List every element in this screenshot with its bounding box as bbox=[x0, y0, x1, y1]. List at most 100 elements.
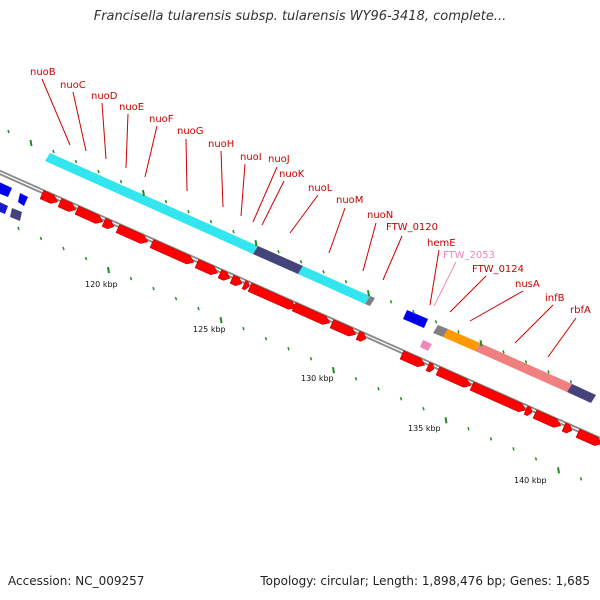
tick-mark bbox=[512, 447, 515, 451]
tick-mark bbox=[197, 306, 200, 311]
tick-mark bbox=[534, 457, 538, 461]
tick-mark bbox=[377, 387, 380, 391]
tick-mark bbox=[399, 397, 403, 401]
tick-mark bbox=[557, 467, 560, 474]
tick-mark bbox=[254, 240, 258, 247]
tick-mark bbox=[84, 256, 88, 261]
cds-arrow bbox=[217, 269, 231, 281]
gene-label: nuoI bbox=[240, 152, 262, 163]
cds-arrow bbox=[241, 280, 250, 291]
gene-label: nuoG bbox=[177, 126, 204, 137]
cds-arrow bbox=[561, 422, 573, 434]
leader-line bbox=[125, 113, 129, 169]
cds-arrow bbox=[247, 282, 297, 310]
leader-line bbox=[469, 290, 524, 322]
tick-mark bbox=[39, 236, 43, 241]
cds-arrow bbox=[523, 405, 533, 416]
cds-arrow bbox=[575, 428, 600, 446]
leader-line bbox=[41, 78, 71, 146]
cog-band bbox=[45, 153, 596, 403]
blue-gene-arrow bbox=[0, 202, 8, 214]
tick-mark bbox=[7, 129, 10, 134]
tick-mark bbox=[209, 219, 213, 224]
tick-mark bbox=[489, 437, 493, 441]
tick-mark bbox=[152, 286, 155, 291]
cds-arrow bbox=[291, 302, 331, 325]
gene-label: nuoN bbox=[367, 210, 393, 221]
leader-line bbox=[261, 180, 285, 226]
tick-mark bbox=[62, 246, 65, 251]
cds-arrow bbox=[115, 224, 149, 244]
scale-label: 135 kbp bbox=[408, 424, 441, 433]
tick-mark bbox=[129, 276, 133, 281]
cds-arrow bbox=[355, 330, 367, 342]
leader-line bbox=[433, 261, 457, 307]
gene-label: FTW_0124 bbox=[472, 264, 524, 275]
tick-mark bbox=[524, 360, 528, 364]
cds-arrows bbox=[39, 190, 600, 446]
leader-line bbox=[185, 138, 188, 192]
cog-band-orange bbox=[443, 329, 480, 351]
cog-band-cyan bbox=[45, 153, 258, 254]
tick-mark bbox=[389, 300, 393, 304]
scale-label: 125 kbp bbox=[193, 325, 226, 334]
gene-label: nusA bbox=[515, 279, 540, 290]
cog-band-salmon bbox=[475, 343, 572, 392]
leader-line bbox=[382, 235, 403, 281]
tick-mark bbox=[444, 417, 448, 424]
gene-label: nuoC bbox=[60, 80, 86, 91]
tick-mark bbox=[277, 249, 280, 254]
tick-mark bbox=[119, 179, 123, 184]
tick-mark bbox=[187, 209, 190, 214]
gene-label: nuoF bbox=[149, 114, 174, 125]
cds-arrow bbox=[149, 239, 195, 265]
cds-arrow bbox=[425, 362, 435, 373]
cog-band-gray bbox=[433, 325, 448, 337]
cog-band-gray bbox=[365, 296, 375, 306]
cds-arrow bbox=[101, 217, 115, 230]
tick-mark bbox=[579, 477, 583, 481]
gene-label: nuoM bbox=[336, 195, 363, 206]
gene-label: nuoE bbox=[119, 102, 144, 113]
scale-ticks: 120 kbp 125 kbp 130 kbp 135 kbp 140 kbp bbox=[7, 129, 583, 485]
tick-mark bbox=[174, 296, 178, 301]
tick-mark bbox=[344, 280, 348, 284]
leader-line bbox=[514, 304, 554, 344]
cog-band-cyan bbox=[298, 266, 370, 304]
gene-label: FTW_0120 bbox=[386, 222, 438, 233]
tick-mark bbox=[29, 139, 33, 147]
leader-line bbox=[252, 166, 278, 223]
leader-line bbox=[328, 207, 346, 254]
tick-mark bbox=[332, 367, 335, 374]
map-title: Francisella tularensis subsp. tularensis… bbox=[93, 9, 507, 24]
tick-mark bbox=[434, 320, 438, 324]
tick-mark bbox=[354, 377, 358, 381]
genome-summary-text: Topology: circular; Length: 1,898,476 bp… bbox=[260, 574, 590, 588]
blue-gene-hemE bbox=[403, 310, 428, 328]
cds-arrow bbox=[39, 190, 59, 204]
leader-line bbox=[547, 317, 577, 358]
cds-arrow bbox=[74, 205, 104, 224]
tick-mark bbox=[502, 350, 505, 354]
scale-label: 120 kbp bbox=[85, 280, 118, 289]
gene-label: nuoH bbox=[208, 139, 234, 150]
scale-label: 130 kbp bbox=[301, 374, 334, 383]
leader-line bbox=[101, 102, 107, 160]
tick-mark bbox=[142, 189, 145, 197]
tick-mark bbox=[164, 199, 168, 204]
tick-mark bbox=[479, 340, 483, 347]
cds-arrow bbox=[57, 198, 77, 212]
cds-arrow bbox=[435, 366, 472, 388]
tick-mark bbox=[322, 269, 325, 274]
tick-mark bbox=[367, 290, 370, 297]
leader-line bbox=[289, 194, 319, 234]
tick-mark bbox=[219, 316, 223, 324]
tick-mark bbox=[232, 229, 235, 234]
cds-arrow bbox=[329, 319, 357, 337]
tick-mark bbox=[242, 326, 245, 331]
gene-label: nuoK bbox=[279, 169, 305, 180]
tick-mark bbox=[309, 356, 313, 361]
leader-line bbox=[240, 163, 246, 217]
leader-line bbox=[429, 249, 440, 306]
tick-mark bbox=[52, 149, 55, 154]
